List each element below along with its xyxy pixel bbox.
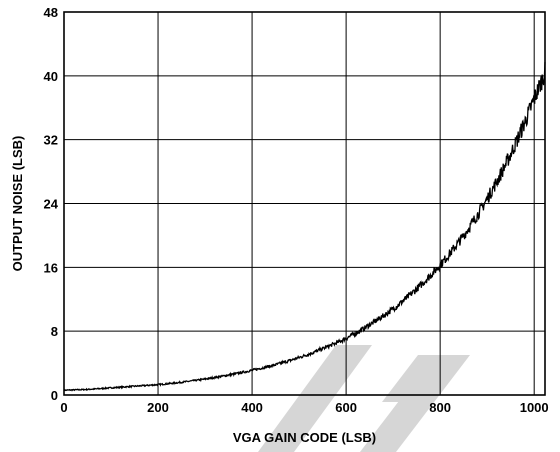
x-tick-label: 1000 [520,400,549,415]
plot-frame [63,11,546,396]
y-tick-label: 16 [44,260,58,275]
y-tick-label: 24 [44,197,59,212]
watermark-bar [360,355,470,452]
y-tick-label: 40 [44,69,58,84]
y-tick-label: 48 [44,5,58,20]
x-tick-labels: 0 200 400 600 800 1000 [60,400,548,415]
watermark-bar [258,345,372,452]
grid [63,11,545,396]
x-tick-label: 0 [60,400,67,415]
x-tick-label: 600 [335,400,357,415]
y-tick-label: 8 [51,324,58,339]
y-axis-title: OUTPUT NOISE (LSB) [10,136,25,272]
x-tick-label: 400 [241,400,263,415]
y-tick-labels: 0 8 16 24 32 40 48 [44,5,59,403]
series-layer [63,62,546,392]
watermark-bar [382,355,448,402]
x-tick-label: 200 [147,400,169,415]
y-tick-label: 32 [44,133,58,148]
x-axis-title: VGA GAIN CODE (LSB) [233,430,376,445]
noise-curve [63,62,546,392]
x-tick-label: 800 [429,400,451,415]
watermark [258,345,470,452]
y-tick-label: 0 [51,388,58,403]
